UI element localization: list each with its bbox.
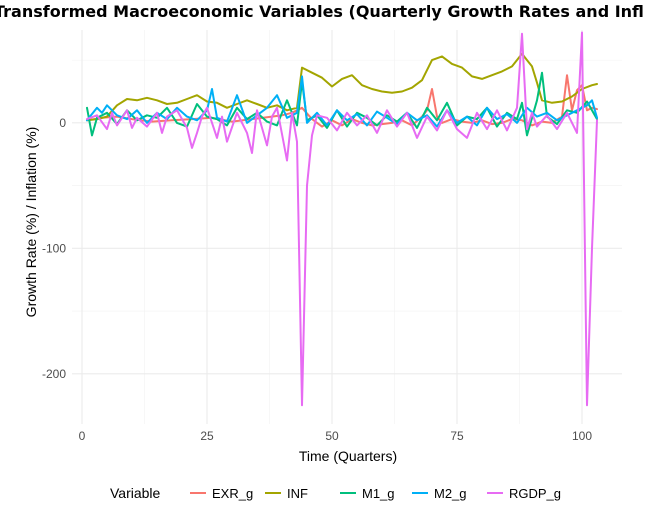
legend-label: M1_g — [362, 486, 395, 501]
y-tick-label: -100 — [42, 241, 66, 255]
series-line-m1-g — [86, 71, 598, 137]
series-line-rgdp-g — [86, 31, 598, 407]
legend: Variable EXR_g INF M1_g M2_g RGDP_g — [110, 485, 561, 501]
x-axis-title: Time (Quarters) — [299, 448, 397, 464]
legend-label: RGDP_g — [509, 486, 561, 501]
legend-label: EXR_g — [212, 486, 253, 501]
legend-title: Variable — [110, 485, 161, 501]
x-tick-label: 50 — [325, 429, 339, 443]
x-tick-label: 25 — [200, 429, 214, 443]
series-line-m2-g — [86, 75, 598, 128]
series-layer — [86, 31, 598, 407]
chart-title: Transformed Macroeconomic Variables (Qua… — [0, 2, 643, 21]
legend-label: M2_g — [434, 486, 467, 501]
legend-label: INF — [287, 486, 308, 501]
x-tick-label: 0 — [79, 429, 86, 443]
x-tick-label: 75 — [450, 429, 464, 443]
x-tick-labels: 0 25 50 75 100 — [79, 429, 593, 443]
y-axis-title: Growth Rate (%) / Inflation (%) — [23, 127, 39, 318]
y-tick-label: -200 — [42, 367, 66, 381]
x-tick-label: 100 — [572, 429, 592, 443]
series-line-inf — [86, 52, 598, 122]
y-tick-label: 0 — [59, 116, 66, 130]
y-tick-labels: -200 -100 0 — [42, 116, 66, 381]
